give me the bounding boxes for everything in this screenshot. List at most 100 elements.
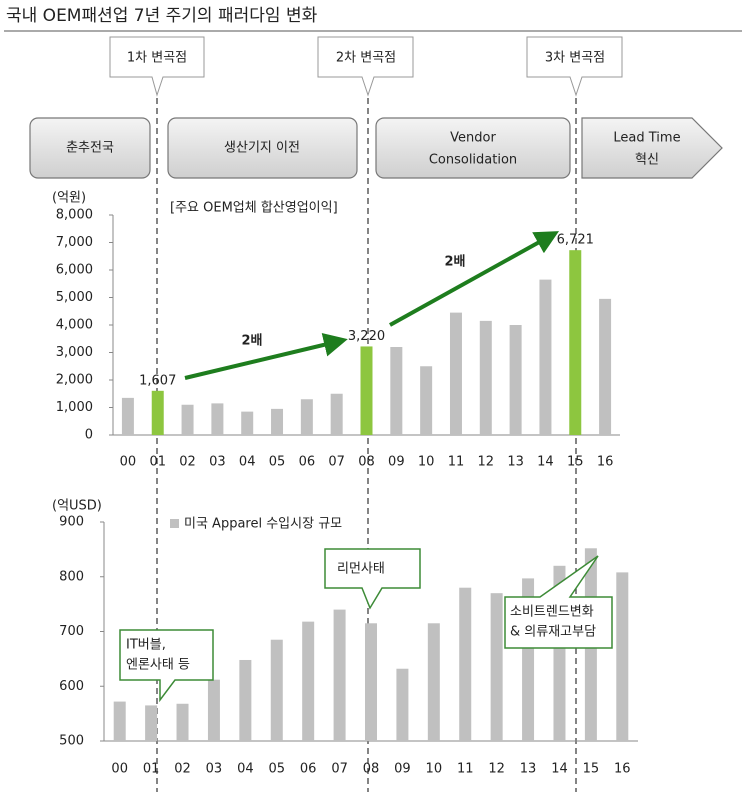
y-tick-label: 1,000 <box>56 400 93 415</box>
turning-point-label: 3차 변곡점 <box>545 51 605 66</box>
x-tick-label: 02 <box>174 762 191 777</box>
callout <box>119 629 214 703</box>
x-tick-label: 15 <box>567 455 584 470</box>
y-tick-label: 3,000 <box>56 345 93 360</box>
bar <box>459 587 472 741</box>
x-tick-label: 13 <box>507 455 524 470</box>
bar <box>449 312 462 435</box>
bar <box>427 623 440 741</box>
value-label: 3,220 <box>348 329 385 344</box>
y-tick-label: 6,000 <box>56 263 93 278</box>
bar <box>302 621 315 741</box>
callout <box>324 548 421 610</box>
annotation: 엔론사태 등 <box>126 658 190 673</box>
x-tick-label: 07 <box>331 762 348 777</box>
turning-point-label: 1차 변곡점 <box>127 51 187 66</box>
x-tick-label: 10 <box>426 762 443 777</box>
x-tick-label: 04 <box>237 762 254 777</box>
y-tick-label: 7,000 <box>56 235 93 250</box>
bar <box>145 705 158 741</box>
bar <box>176 703 189 741</box>
x-tick-label: 00 <box>111 762 128 777</box>
y-tick-label: 500 <box>59 734 84 749</box>
x-tick-label: 04 <box>239 455 256 470</box>
bar <box>151 390 164 435</box>
phases: 춘추전국 생산기지 이전 Vendor Consolidation Lead T… <box>29 117 723 179</box>
y-tick-label: 600 <box>59 679 84 694</box>
callout <box>504 555 613 649</box>
x-tick-label: 07 <box>328 455 345 470</box>
bar <box>270 639 283 741</box>
x-tick-label: 09 <box>388 455 405 470</box>
bar <box>333 609 346 741</box>
x-tick-label: 12 <box>478 455 495 470</box>
unit-label: (억원) <box>52 191 86 206</box>
annotation: & 의류재고부담 <box>510 625 596 640</box>
x-tick-label: 00 <box>120 455 137 470</box>
subtitle: [주요 OEM업체 합산영업이익] <box>170 201 338 216</box>
bar <box>121 397 134 435</box>
bar <box>360 346 373 435</box>
x-tick-label: 03 <box>206 762 223 777</box>
phase-label: 춘추전국 <box>66 141 114 156</box>
y-tick-label: 8,000 <box>56 208 93 223</box>
bar <box>365 623 377 741</box>
value-label: 6,721 <box>557 233 594 248</box>
unit-label: (억USD) <box>52 499 102 514</box>
x-tick-label: 15 <box>583 762 600 777</box>
y-tick-label: 2,000 <box>56 373 93 388</box>
x-tick-label: 09 <box>394 762 411 777</box>
x-tick-label: 06 <box>300 762 317 777</box>
bar <box>396 668 409 741</box>
bar <box>207 679 220 741</box>
bar <box>420 366 433 435</box>
turning-point: 1차 변곡점 2차 변곡점 3차 변곡점 <box>109 36 623 97</box>
y-tick-label: 4,000 <box>56 318 93 333</box>
x-tick-label: 14 <box>537 455 554 470</box>
annotation: IT버블, <box>126 638 166 653</box>
bar <box>330 393 343 435</box>
bar <box>113 701 126 741</box>
bar <box>509 325 522 435</box>
y-tick-label: 800 <box>59 569 84 584</box>
x-tick-label: 08 <box>363 762 380 777</box>
bar <box>390 347 403 435</box>
x-tick-label: 16 <box>597 455 614 470</box>
y-tick-label: 5,000 <box>56 290 93 305</box>
bar <box>271 408 284 435</box>
x-tick-label: 11 <box>457 762 474 777</box>
annotation: 리먼사태 <box>337 562 385 577</box>
phase-label: Lead Time <box>613 131 680 146</box>
bar <box>239 659 252 741</box>
x-tick-label: 12 <box>488 762 505 777</box>
bar <box>599 298 612 435</box>
x-tick-label: 11 <box>448 455 465 470</box>
x-tick-label: 05 <box>268 762 285 777</box>
bar <box>181 404 194 435</box>
phase-label: Vendor <box>450 131 496 146</box>
x-tick-label: 06 <box>299 455 316 470</box>
x-tick-label: 01 <box>149 455 166 470</box>
x-tick-label: 14 <box>551 762 568 777</box>
annotation: 2배 <box>444 254 465 270</box>
bar <box>616 572 629 741</box>
x-tick-label: 10 <box>418 455 435 470</box>
x-tick-label: 05 <box>269 455 286 470</box>
legend-swatch <box>170 519 179 528</box>
annotation: 2배 <box>241 333 262 349</box>
phase-label: 생산기지 이전 <box>224 141 300 156</box>
y-tick-label: 700 <box>59 624 84 639</box>
y-tick-label: 900 <box>59 515 84 530</box>
bar <box>490 593 503 741</box>
bar <box>539 279 552 435</box>
bar <box>211 403 224 435</box>
growth-arrows <box>184 231 559 380</box>
x-tick-label: 01 <box>143 762 160 777</box>
y-tick-label: 0 <box>85 428 93 443</box>
x-tick-label: 08 <box>358 455 375 470</box>
legend-label: 미국 Apparel 수입시장 규모 <box>184 517 342 532</box>
x-tick-label: 16 <box>614 762 631 777</box>
phase-label: 혁신 <box>635 153 659 168</box>
turning-point-label: 2차 변곡점 <box>336 51 396 66</box>
